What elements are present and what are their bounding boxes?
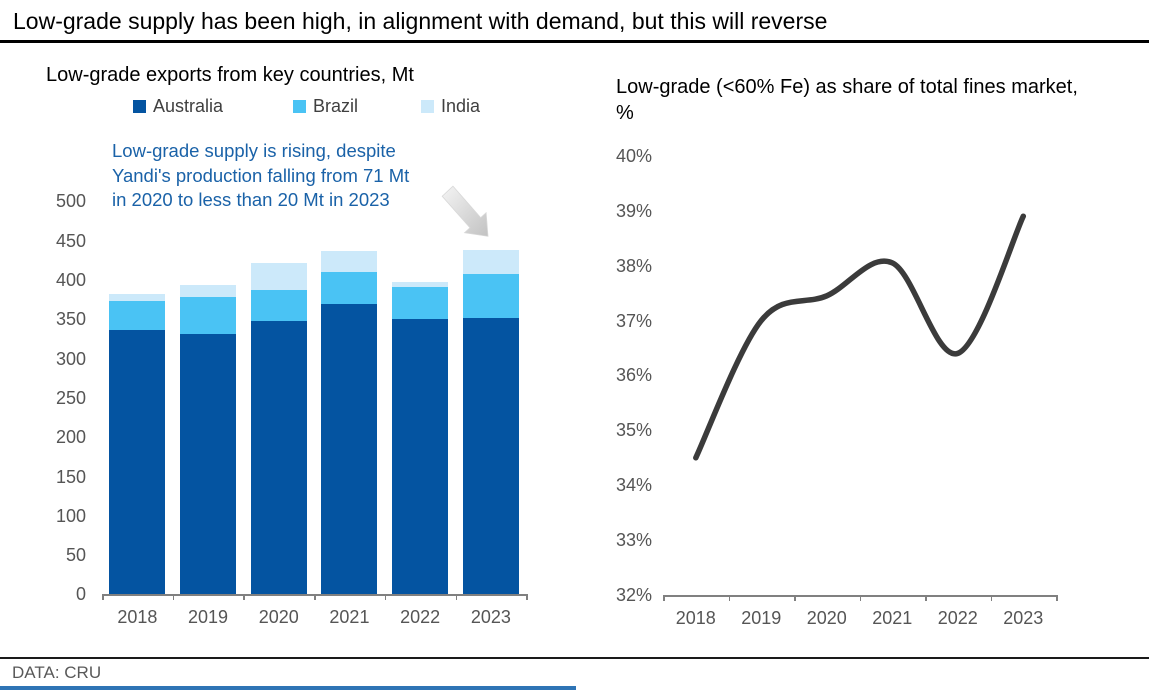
legend-label: India: [441, 95, 481, 116]
line-x-tick-label: 2023: [1003, 608, 1044, 628]
line-axis-tick: [925, 595, 927, 601]
bar-axis-tick: [243, 594, 245, 601]
line-x-tick-label: 2018: [675, 608, 716, 628]
line-axis-tick: [990, 595, 992, 601]
bar-y-tick-label: 350: [55, 309, 86, 330]
bar-segment-india-2021: [321, 250, 378, 273]
bar-y-tick-label: 0: [75, 584, 86, 605]
line-y-tick-label: 39%: [615, 200, 652, 221]
bar-x-tick-label: 2018: [117, 607, 158, 628]
bar-segment-india-2022: [392, 281, 449, 288]
annotation-arrow-icon: [441, 185, 489, 237]
bar-y-tick-label: 200: [55, 427, 86, 448]
bar-axis-tick: [172, 594, 175, 601]
bar-segment-australia-2018: [109, 329, 166, 595]
bar-axis-tick: [102, 594, 104, 601]
bar-y-tick-label: 400: [55, 270, 86, 290]
line-y-tick-label: 36%: [615, 365, 652, 386]
line-x-tick-label: 2022: [937, 608, 978, 628]
bar-y-tick-label: 500: [55, 191, 86, 212]
line-y-tick-label: 34%: [615, 475, 652, 496]
bar-segment-brazil-2019: [180, 297, 237, 335]
bar-segment-brazil-2018: [109, 301, 166, 330]
bar-x-tick-label: 2019: [188, 607, 229, 628]
bar-segment-india-2018: [109, 294, 166, 302]
legend-label: Brazil: [313, 95, 359, 116]
line-axis-tick: [728, 595, 730, 601]
line-y-tick-label: 37%: [615, 310, 652, 331]
bar-y-tick-label: 300: [55, 348, 86, 369]
bar-segment-australia-2021: [321, 303, 378, 595]
bar-x-tick-label: 2023: [470, 607, 511, 628]
india-swatch-icon: [421, 99, 434, 113]
bar-axis-tick: [384, 594, 387, 601]
line-y-tick-label: 32%: [615, 585, 652, 605]
bar-x-tick-label: 2020: [258, 607, 299, 628]
line-axis-tick: [794, 595, 796, 601]
line-axis-tick: [1056, 595, 1058, 601]
bar-segment-india-2019: [180, 284, 237, 298]
annotation-text: Low-grade supply is rising, despite Yand…: [112, 140, 410, 210]
line-axis-tick: [859, 595, 861, 601]
australia-swatch-icon: [133, 99, 146, 113]
bar-axis-tick: [455, 594, 457, 601]
bar-segment-india-2023: [462, 250, 519, 275]
footer-accent-bar: [0, 686, 576, 690]
brazil-swatch-icon: [293, 99, 306, 113]
legend-item-australia: Australia: [133, 96, 223, 116]
bar-y-tick-label: 250: [55, 387, 86, 408]
bar-segment-australia-2020: [250, 320, 307, 595]
bar-chart-title: Low-grade exports from key countries, Mt: [46, 64, 414, 86]
footer-rule: [0, 657, 1149, 659]
bar-segment-brazil-2023: [462, 274, 519, 318]
title-rule: [0, 40, 1149, 43]
bar-segment-australia-2019: [180, 334, 237, 595]
bar-axis-tick: [526, 594, 528, 601]
legend-item-india: India: [421, 96, 480, 116]
line-y-tick-label: 40%: [615, 145, 652, 166]
page-title: Low-grade supply has been high, in align…: [13, 8, 828, 34]
bar-segment-australia-2023: [462, 317, 519, 595]
data-source: DATA: CRU: [12, 663, 102, 682]
bar-x-tick-label: 2021: [329, 607, 370, 628]
bar-segment-brazil-2022: [392, 287, 449, 320]
line-x-tick-label: 2020: [806, 608, 847, 628]
bar-y-tick-label: 50: [65, 545, 86, 566]
line-axis-tick: [663, 595, 665, 601]
bar-y-tick-label: 150: [55, 466, 86, 487]
bar-segment-brazil-2021: [321, 272, 378, 304]
line-y-tick-label: 38%: [615, 255, 652, 276]
line-chart-title: Low-grade (<60% Fe) as share of total fi…: [616, 76, 1078, 124]
legend-item-brazil: Brazil: [293, 96, 358, 116]
bar-axis-tick: [314, 594, 316, 601]
bar-y-tick-label: 100: [55, 505, 86, 526]
line-y-tick-label: 33%: [615, 530, 652, 551]
line-y-tick-label: 35%: [615, 420, 652, 441]
bar-segment-india-2020: [250, 263, 307, 291]
bar-y-tick-label: 450: [55, 230, 86, 251]
bar-segment-australia-2022: [392, 319, 449, 595]
line-x-tick-label: 2021: [872, 608, 913, 628]
bar-chart-legend: Australia Brazil India: [0, 96, 560, 118]
bar-x-tick-label: 2022: [400, 607, 441, 628]
bar-segment-brazil-2020: [250, 290, 307, 321]
line-x-tick-label: 2019: [741, 608, 782, 628]
legend-label: Australia: [153, 95, 224, 116]
